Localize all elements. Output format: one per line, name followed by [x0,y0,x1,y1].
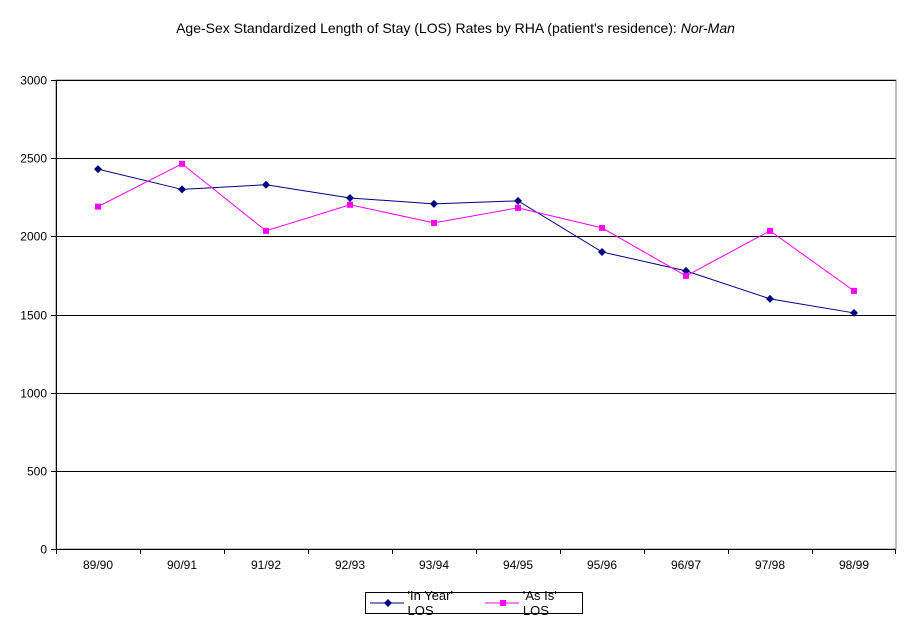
data-point [347,201,353,208]
series-line-as-is [97,163,855,292]
data-point [515,204,521,211]
legend-item-as-is: 'As Is' LOS [485,588,582,618]
x-tick-label: 97/98 [755,558,785,572]
data-point [430,199,438,208]
data-point [599,224,605,231]
data-point [851,287,857,294]
x-tick-label: 90/91 [167,558,197,572]
x-tick-label: 96/97 [671,558,701,572]
data-point [263,227,269,234]
y-tick-label: 2500 [20,152,47,166]
y-tick-label: 0 [40,543,47,557]
data-point [766,294,774,303]
x-tick-label: 92/93 [335,558,365,572]
data-point [850,308,858,317]
y-tick-label: 3000 [20,74,47,88]
legend-label: 'As Is' LOS [522,588,557,618]
legend-item-in-year: 'In Year' LOS [370,588,477,618]
x-tick-label: 93/94 [419,558,449,572]
x-tick-label: 94/95 [503,558,533,572]
x-tick-label: 95/96 [587,558,617,572]
data-point [95,203,101,210]
square-marker-icon [485,600,519,606]
legend: 'In Year' LOS 'As Is' LOS [365,588,583,618]
data-point [682,266,690,275]
data-point [178,185,186,194]
plot-area [55,79,897,550]
chart-title: Age-Sex Standardized Length of Stay (LOS… [0,20,911,36]
data-point [767,227,773,234]
data-point [431,219,437,226]
data-point [94,165,102,174]
legend-label: 'In Year' LOS [407,588,453,618]
data-point [346,194,354,203]
x-tick-label: 89/90 [83,558,113,572]
x-tick-label: 91/92 [251,558,281,572]
data-point [262,180,270,189]
data-point [514,196,522,205]
x-tick-label: 98/99 [839,558,869,572]
y-tick-label: 2000 [20,230,47,244]
data-point [683,272,689,279]
data-point [179,160,185,167]
series-line-in-year [97,168,855,314]
y-tick-label: 500 [27,465,47,479]
y-tick-label: 1000 [20,387,47,401]
chart-title-text: Age-Sex Standardized Length of Stay (LOS… [176,20,677,36]
chart-title-region: Nor-Man [680,20,735,36]
y-tick-label: 1500 [20,309,47,323]
diamond-marker-icon [370,599,404,607]
data-point [598,247,606,256]
